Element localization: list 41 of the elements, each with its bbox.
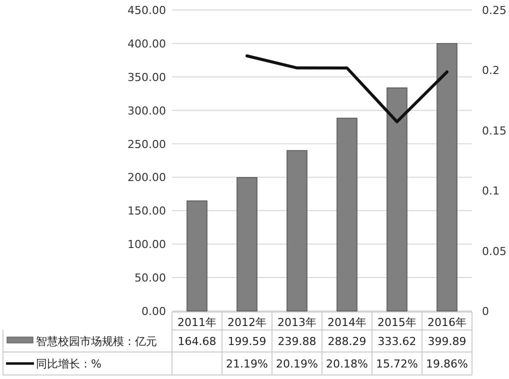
bar (236, 177, 258, 312)
y-tick-label: 150.00 (128, 204, 166, 218)
y-tick-label: 400.00 (128, 37, 166, 50)
y-tick-label: 300.00 (128, 104, 166, 118)
y2-tick-label: 0.15 (482, 124, 506, 138)
y-tick-label: 200.00 (128, 171, 166, 184)
x-tick-label: 2015年 (378, 316, 416, 329)
x-tick-label: 2014年 (328, 316, 366, 329)
data-label: 19.86% (426, 358, 468, 370)
data-label: 15.72% (376, 358, 418, 370)
legend-label: 同比增长：% (36, 358, 102, 370)
data-label: 333.62 (378, 335, 416, 348)
y-tick-label: 0.00 (142, 305, 166, 318)
y-tick-label: 100.00 (128, 238, 166, 252)
data-label: 199.59 (228, 335, 266, 348)
data-label: 20.19% (276, 358, 318, 370)
y2-tick-label: 0.25 (482, 4, 506, 17)
y2-tick-label: 0.1 (482, 184, 500, 198)
bar (386, 87, 408, 312)
data-label: 21.19% (226, 358, 268, 370)
data-label: 399.89 (428, 335, 466, 348)
data-label: 288.29 (328, 335, 366, 348)
y-tick-label: 50.00 (134, 272, 166, 285)
data-label: 164.68 (178, 335, 216, 348)
y2-tick-label: 0.05 (482, 244, 506, 258)
y-tick-label: 350.00 (128, 70, 166, 84)
x-tick-label: 2012年 (228, 316, 266, 329)
x-tick-label: 2013年 (278, 316, 316, 329)
y2-tick-label: 0 (482, 305, 489, 318)
bar (186, 200, 208, 312)
bar (336, 118, 358, 312)
x-tick-label: 2011年 (178, 316, 216, 329)
legend-label: 智慧校园市场规模：亿元 (36, 335, 157, 348)
data-label: 20.18% (326, 358, 368, 370)
y-tick-label: 450.00 (128, 4, 166, 17)
data-label: 239.88 (278, 335, 316, 348)
bar (436, 43, 458, 312)
y-tick-label: 250.00 (128, 138, 166, 151)
y2-tick-label: 0.2 (482, 64, 500, 78)
x-tick-label: 2016年 (428, 316, 466, 329)
bar (286, 150, 308, 312)
